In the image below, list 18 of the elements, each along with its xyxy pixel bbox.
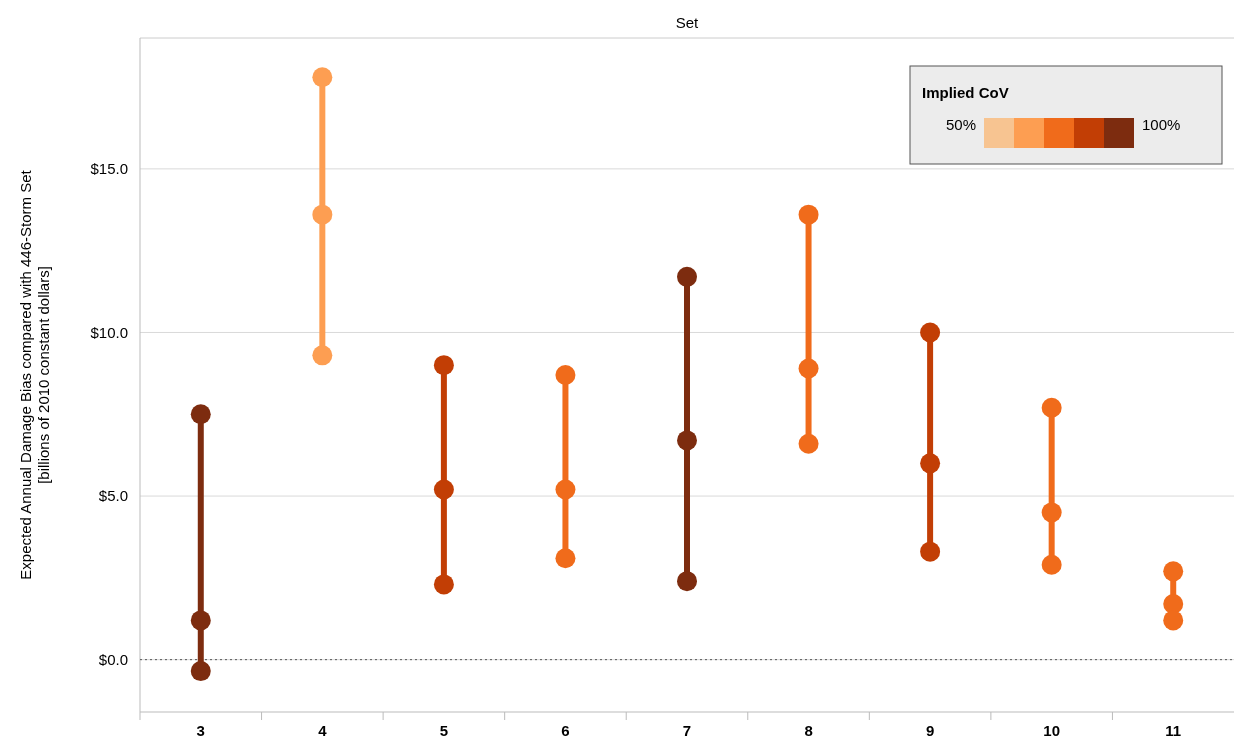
x-tick-label: 5	[439, 722, 449, 739]
color-bar-title: Implied CoV	[922, 84, 1009, 101]
annotation: 100%	[1142, 116, 1181, 133]
x-tick-label: 6	[561, 722, 570, 739]
x-tick-label: 10	[1043, 722, 1061, 739]
x-axis-title: Set	[675, 14, 700, 31]
y-tick-label: $10.0	[90, 323, 128, 341]
x-tick-label: 7	[682, 722, 692, 739]
y-tick-label: $0.0	[98, 650, 128, 668]
x-tick-label: 9	[925, 722, 935, 739]
y-axis-title: Expected Annual Damage Bias compared with 446-Storm Set [billions of 2010 constant dollars]	[17, 169, 52, 580]
x-tick-label: 3	[196, 722, 205, 739]
x-tick-label: 8	[804, 722, 813, 739]
x-tick-label: 4	[318, 722, 328, 739]
y-tick-label: $5.0	[98, 487, 128, 505]
y-tick-label: $15.0	[90, 160, 128, 178]
annotation: 50%	[945, 116, 976, 133]
x-tick-label: 11	[1165, 722, 1182, 739]
